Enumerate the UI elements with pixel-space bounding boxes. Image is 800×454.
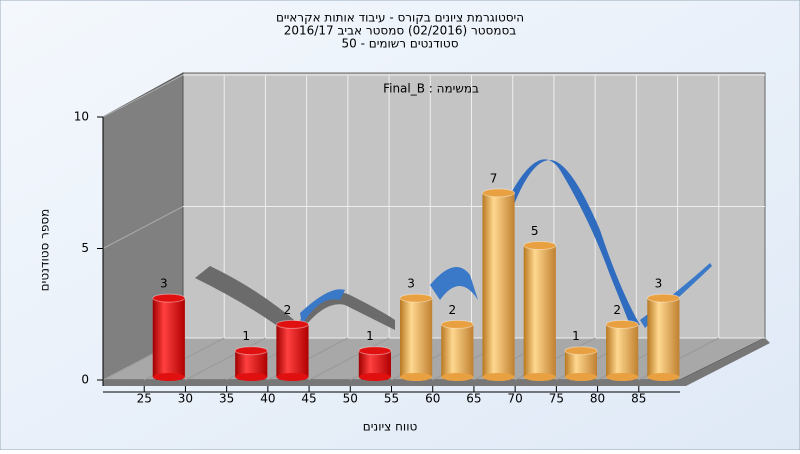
bar — [235, 350, 268, 377]
value-label: 3 — [407, 277, 415, 291]
value-label: 3 — [655, 277, 663, 291]
grid-line — [102, 74, 184, 118]
grid-line — [102, 206, 184, 249]
value-label: 2 — [284, 303, 292, 317]
bar-top — [399, 293, 433, 303]
bar-base — [482, 373, 515, 381]
density-ribbon — [300, 289, 345, 325]
bar-base — [276, 373, 309, 381]
x-tick-label: 75 — [549, 392, 564, 406]
density-ribbon — [300, 292, 395, 330]
bar-top — [440, 319, 474, 329]
x-tick-label: 70 — [508, 392, 523, 406]
bar-base — [235, 373, 268, 381]
chart-title: היסטוגרמת ציונים בקורס - עיבוד אותות אקר… — [276, 11, 524, 25]
chart-title: סטודנטים רשומים - 50 — [341, 37, 458, 51]
y-tick-label: 5 — [81, 241, 89, 255]
chart-title: בסמסטר (02/2016) סמסטר אביב 2016/17 — [284, 24, 516, 38]
bar — [606, 324, 639, 377]
x-tick-label: 55 — [384, 392, 399, 406]
bar-base — [564, 373, 598, 381]
x-tick-label: 80 — [590, 392, 605, 406]
x-tick-label: 60 — [425, 392, 440, 406]
chart-subtitle: במשימה : Final_B — [383, 82, 479, 96]
bar-base — [152, 373, 185, 381]
floor-edge — [103, 338, 770, 386]
x-tick-label: 35 — [219, 392, 234, 406]
bar-base — [441, 373, 474, 381]
bar-top — [152, 293, 186, 303]
x-tick-label: 30 — [178, 392, 193, 406]
bar — [564, 350, 598, 377]
bar-base — [358, 373, 391, 381]
bar-top — [358, 346, 392, 356]
value-label: 7 — [490, 171, 498, 185]
x-tick-label: 50 — [343, 392, 358, 406]
x-tick-label: 40 — [260, 392, 275, 406]
bar-base — [606, 373, 639, 381]
bar — [358, 350, 391, 377]
y-tick-label: 10 — [74, 110, 89, 124]
density-ribbon — [430, 267, 478, 300]
bar-top — [275, 319, 310, 329]
bar-top — [605, 319, 639, 329]
value-label: 2 — [449, 303, 457, 317]
bar-top — [523, 241, 557, 250]
bar-top — [481, 188, 516, 198]
bar — [482, 192, 515, 377]
density-ribbon — [510, 159, 640, 325]
value-label: 2 — [613, 303, 621, 317]
x-tick-label: 25 — [137, 392, 152, 406]
value-label: 3 — [160, 277, 168, 291]
bar-top — [234, 346, 268, 356]
value-label: 5 — [531, 224, 539, 238]
bar-top — [564, 346, 598, 356]
value-label: 1 — [366, 329, 374, 343]
bar-base — [523, 373, 556, 381]
x-tick-label: 45 — [301, 392, 316, 406]
bar-top — [646, 293, 680, 303]
bar — [441, 324, 474, 377]
y-tick-label: 0 — [81, 373, 89, 387]
bar-base — [400, 373, 433, 381]
bar — [523, 245, 556, 377]
x-tick-label: 85 — [631, 392, 646, 406]
x-tick-label: 65 — [466, 392, 481, 406]
grid-line — [308, 337, 390, 381]
bar — [647, 298, 680, 377]
value-label: 1 — [572, 329, 580, 343]
grid-line — [185, 337, 266, 381]
bar-base — [647, 373, 680, 381]
bar — [276, 324, 309, 377]
value-label: 1 — [242, 329, 250, 343]
x-axis-label: טווח ציונים — [363, 420, 418, 434]
bar — [400, 298, 433, 377]
density-ribbon — [195, 266, 300, 335]
bar — [152, 298, 185, 377]
y-axis-label: מספר סטודנטים — [38, 209, 52, 292]
